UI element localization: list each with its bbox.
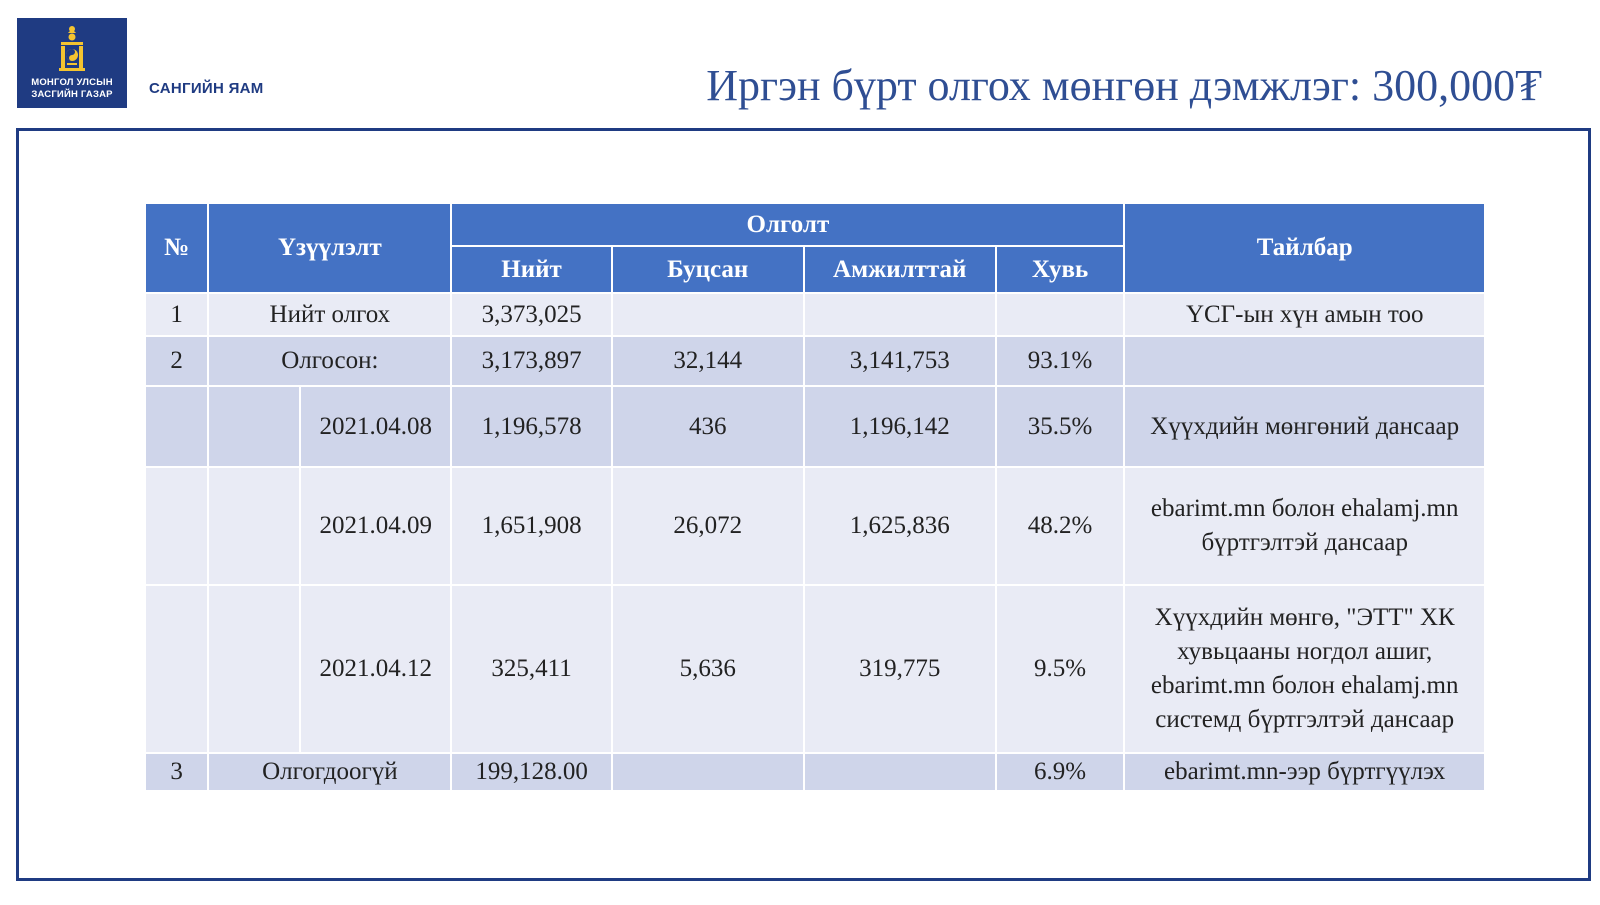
cell-note: Хүүхдийн мөнгө, "ЭТТ" ХК хувьцааны ногдо… bbox=[1123, 584, 1486, 754]
header-indicator: Үзүүлэлт bbox=[207, 202, 453, 294]
note-line: хувьцааны ногдол ашиг, bbox=[1177, 638, 1433, 665]
table-row: 2021.04.08 1,196,578 436 1,196,142 35.5%… bbox=[143, 385, 1486, 468]
cell-returned bbox=[610, 292, 805, 337]
cell-number bbox=[143, 385, 210, 468]
table-row: 2021.04.12 325,411 5,636 319,775 9.5% Хү… bbox=[143, 584, 1486, 754]
cell-returned: 5,636 bbox=[610, 584, 805, 754]
cell-note: ebarimt.mn болон ehalamj.mn бүртгэлтэй д… bbox=[1123, 466, 1486, 586]
cell-success: 319,775 bbox=[802, 584, 997, 754]
distribution-table: № Үзүүлэлт Олголт Тайлбар Нийт Буцсан Ам… bbox=[143, 202, 1486, 792]
cell-total: 1,196,578 bbox=[450, 385, 613, 468]
cell-date: 2021.04.12 bbox=[299, 584, 453, 754]
cell-note: ҮСГ-ын хүн амын тоо bbox=[1123, 292, 1486, 337]
header-percent: Хувь bbox=[994, 245, 1126, 294]
cell-returned: 32,144 bbox=[610, 335, 805, 387]
note-line: ebarimt.mn болон ehalamj.mn bbox=[1150, 672, 1459, 699]
cell-note: ebarimt.mn-ээр бүртгүүлэх bbox=[1123, 752, 1486, 792]
cell-returned: 436 bbox=[610, 385, 805, 468]
cell-number: 1 bbox=[143, 292, 210, 337]
cell-number: 3 bbox=[143, 752, 210, 792]
cell-returned: 26,072 bbox=[610, 466, 805, 586]
logo-text-line1: МОНГОЛ УЛСЫН bbox=[31, 77, 113, 88]
cell-percent: 9.5% bbox=[994, 584, 1126, 754]
cell-indent bbox=[207, 385, 302, 468]
header-total: Нийт bbox=[450, 245, 613, 294]
cell-success: 1,625,836 bbox=[802, 466, 997, 586]
header-returned: Буцсан bbox=[610, 245, 805, 294]
header-group: Олголт bbox=[450, 202, 1126, 247]
cell-percent: 35.5% bbox=[994, 385, 1126, 468]
header-note: Тайлбар bbox=[1123, 202, 1486, 294]
cell-number: 2 bbox=[143, 335, 210, 387]
content-frame bbox=[16, 128, 1591, 881]
cell-label: Олгосон: bbox=[207, 335, 453, 387]
table-row: 3 Олгогдоогүй 199,128.00 6.9% ebarimt.mn… bbox=[143, 752, 1486, 792]
cell-indent bbox=[207, 584, 302, 754]
cell-date: 2021.04.09 bbox=[299, 466, 453, 586]
cell-returned bbox=[610, 752, 805, 792]
cell-percent bbox=[994, 292, 1126, 337]
note-line: бүртгэлтэй дансаар bbox=[1201, 529, 1408, 556]
table-row: 2 Олгосон: 3,173,897 32,144 3,141,753 93… bbox=[143, 335, 1486, 387]
table-row: 1 Нийт олгох 3,373,025 ҮСГ-ын хүн амын т… bbox=[143, 292, 1486, 337]
header-number: № bbox=[143, 202, 210, 294]
soyombo-emblem-icon bbox=[59, 26, 85, 71]
cell-indent bbox=[207, 466, 302, 586]
cell-success: 1,196,142 bbox=[802, 385, 997, 468]
cell-total: 199,128.00 bbox=[450, 752, 613, 792]
cell-total: 3,173,897 bbox=[450, 335, 613, 387]
cell-label: Олгогдоогүй bbox=[207, 752, 453, 792]
page-title: Иргэн бүрт олгох мөнгөн дэмжлэг: 300,000… bbox=[706, 61, 1542, 110]
cell-number bbox=[143, 584, 210, 754]
cell-total: 1,651,908 bbox=[450, 466, 613, 586]
cell-total: 3,373,025 bbox=[450, 292, 613, 337]
government-logo: МОНГОЛ УЛСЫН ЗАСГИЙН ГАЗАР bbox=[17, 18, 127, 108]
cell-number bbox=[143, 466, 210, 586]
header-success: Амжилттай bbox=[802, 245, 997, 294]
cell-percent: 6.9% bbox=[994, 752, 1126, 792]
cell-success bbox=[802, 752, 997, 792]
note-line: Хүүхдийн мөнгө, "ЭТТ" ХК bbox=[1154, 604, 1455, 631]
cell-percent: 48.2% bbox=[994, 466, 1126, 586]
table-header-row: № Үзүүлэлт Олголт Тайлбар bbox=[143, 202, 1486, 294]
note-line: системд бүртгэлтэй дансаар bbox=[1155, 706, 1455, 733]
ministry-name: САНГИЙН ЯАМ bbox=[149, 80, 264, 97]
note-line: ebarimt.mn болон ehalamj.mn bbox=[1150, 495, 1459, 522]
cell-success bbox=[802, 292, 997, 337]
table-subheader-row: Нийт Буцсан Амжилттай Хувь bbox=[145, 245, 1485, 294]
cell-note: Хүүхдийн мөнгөний дансаар bbox=[1123, 385, 1486, 468]
cell-success: 3,141,753 bbox=[802, 335, 997, 387]
cell-date: 2021.04.08 bbox=[299, 385, 453, 468]
logo-text-line2: ЗАСГИЙН ГАЗАР bbox=[31, 89, 113, 100]
table-row: 2021.04.09 1,651,908 26,072 1,625,836 48… bbox=[143, 466, 1486, 586]
cell-note bbox=[1123, 335, 1486, 387]
cell-label: Нийт олгох bbox=[207, 292, 453, 337]
cell-percent: 93.1% bbox=[994, 335, 1126, 387]
cell-total: 325,411 bbox=[450, 584, 613, 754]
